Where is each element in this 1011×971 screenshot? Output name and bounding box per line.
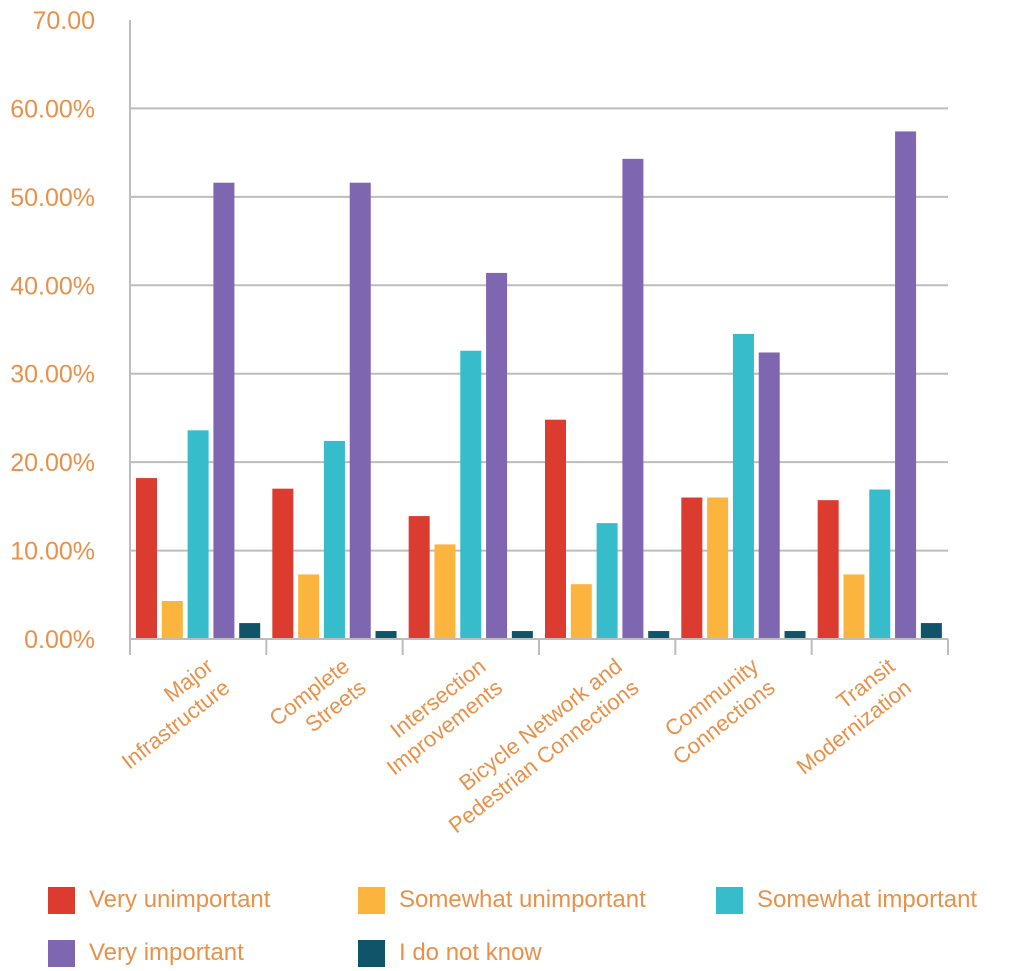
bar [239,623,261,639]
bar [681,497,703,639]
bar [434,544,456,639]
legend-item-very-unimportant: Very unimportant [48,886,270,914]
y-tick-label: 50.00% [10,184,95,212]
bar [349,182,371,640]
bar [758,352,780,639]
bar [817,500,839,639]
y-tick-label: 10.00% [10,538,95,566]
bar [545,419,566,639]
legend-label: Very important [89,939,244,966]
gridlines [130,107,948,552]
bar [375,631,397,639]
bar [596,523,618,639]
bar [408,516,430,639]
bar [272,488,294,639]
bar [323,440,345,639]
bar [732,333,754,639]
bar [622,158,644,639]
bar [187,430,209,639]
bar [213,182,235,640]
bar [920,623,942,639]
x-axis [129,20,949,655]
bar [298,574,320,639]
bar [570,584,592,639]
bar [707,497,729,639]
bar [843,574,865,639]
y-tick-label: 40.00% [10,272,95,300]
legend-swatch [358,886,385,914]
bar [486,272,508,639]
bar [136,478,157,639]
bar [511,631,533,639]
bar [869,489,891,639]
y-tick-label: 70.00 [32,7,95,35]
legend-label: Somewhat unimportant [399,886,646,913]
legend-label: I do not know [399,939,542,966]
bar [895,131,917,640]
legend-item-somewhat-important: Somewhat important [716,886,977,914]
bar-chart: 0.00% 10.00% 20.00% 30.00% 40.00% 50.00% 60.00… [10,7,949,838]
bar [161,600,183,639]
legend-item-somewhat-unimportant: Somewhat unimportant [358,886,646,914]
bar [460,350,482,639]
legend: Very unimportant Somewhat unimportant So… [0,872,1011,971]
y-tick-label: 60.00% [10,95,95,123]
y-tick-label: 0.00% [24,626,95,654]
legend-label: Somewhat important [757,886,978,913]
legend-swatch [716,886,743,914]
legend-swatch [358,939,385,967]
legend-swatch [48,939,75,967]
legend-swatch [48,886,75,914]
legend-item-very-important: Very important [48,939,244,967]
bars [136,131,942,640]
legend-label: Very unimportant [89,886,271,913]
y-tick-label: 30.00% [10,361,95,389]
y-tick-label: 20.00% [10,449,95,477]
bar [784,631,806,639]
y-axis-tick-labels: 0.00% 10.00% 20.00% 30.00% 40.00% 50.00% 60.00… [10,7,95,654]
legend-item-i-do-not-know: I do not know [358,939,542,967]
bar [648,631,670,639]
